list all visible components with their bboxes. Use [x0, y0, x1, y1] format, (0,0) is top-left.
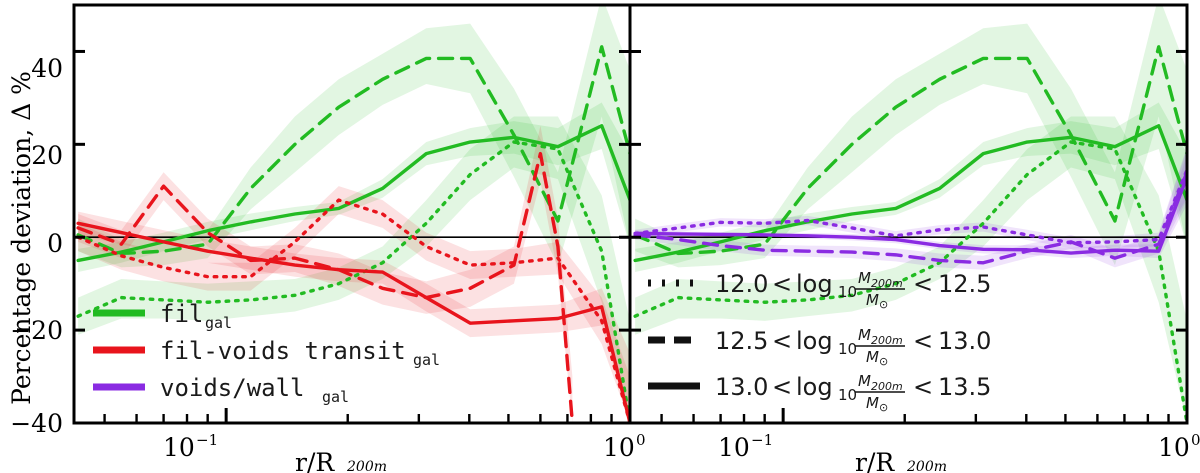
- svg-text:M: M: [858, 269, 871, 287]
- legend-sub-voids-wall-gal: gal: [322, 388, 349, 406]
- svg-text:12.0: 12.0: [715, 270, 768, 298]
- uncertainty-band: [78, 211, 630, 423]
- svg-text:13.0: 13.0: [715, 373, 768, 401]
- legend-label-fil-voids-transit-gal: fil-voids transit: [160, 337, 406, 365]
- svg-text:<: <: [913, 327, 933, 355]
- svg-text:<: <: [913, 373, 933, 401]
- svg-text:<: <: [913, 270, 933, 298]
- legend-sub-fil-gal: gal: [205, 314, 232, 332]
- uncertainty-band: [78, 125, 573, 423]
- right-panel: [631, 5, 1187, 423]
- svg-text:M: M: [866, 348, 879, 366]
- svg-text:log: log: [796, 270, 833, 298]
- uncertainty-band: [635, 5, 1187, 268]
- svg-text:r/R: r/R: [295, 448, 335, 473]
- uncertainty-band: [635, 146, 1187, 249]
- svg-text:10: 10: [838, 386, 857, 404]
- y-axis-label: Percentage deviation, Δ %: [7, 71, 36, 405]
- svg-text:10: 10: [838, 340, 857, 358]
- svg-text:M: M: [866, 394, 879, 412]
- legend-label-mass-bin-13.0-13.5: 13.0 < log 10 M 200m M ⊙ < 13.5: [715, 372, 991, 414]
- svg-text:13.5: 13.5: [938, 373, 991, 401]
- svg-text:200m: 200m: [871, 277, 903, 290]
- x-tick-right-1e-1: 10 −1: [718, 431, 773, 462]
- legend-label-voids-wall-gal: voids/wall: [160, 374, 305, 402]
- svg-text:M: M: [866, 291, 879, 309]
- left-panel: [74, 5, 630, 423]
- svg-text:⊙: ⊙: [879, 355, 888, 368]
- svg-text:0: 0: [1191, 431, 1200, 449]
- svg-text:10: 10: [163, 433, 195, 462]
- y-tick-20: 20: [31, 141, 63, 170]
- svg-text:log: log: [796, 373, 833, 401]
- series-line: [633, 140, 1187, 423]
- series-line: [76, 45, 630, 256]
- legend-left: fil gal fil-voids transit gal voids/wall…: [93, 300, 440, 406]
- svg-text:200m: 200m: [906, 459, 947, 473]
- x-tick-left-1e0: 10 0: [603, 431, 646, 462]
- svg-text:M: M: [858, 326, 871, 344]
- svg-text:<: <: [772, 373, 792, 401]
- x-tick-right-1e0: 10 0: [1158, 431, 1200, 462]
- svg-text:log: log: [796, 327, 833, 355]
- axes-frame: [72, 3, 1189, 425]
- legend-label-fil-gal: fil: [160, 300, 203, 328]
- legend-sub-fil-voids-transit-gal: gal: [413, 351, 440, 369]
- svg-text:0: 0: [636, 431, 646, 449]
- series-line: [633, 124, 1187, 263]
- uncertainty-band: [78, 5, 630, 268]
- y-tick-m20: −20: [10, 316, 63, 345]
- series-line: [633, 175, 1187, 255]
- series-line: [633, 45, 1187, 256]
- svg-text:12.5: 12.5: [715, 327, 768, 355]
- x-tick-left-1e-1: 10 −1: [163, 431, 218, 462]
- y-tick-m40: −40: [10, 409, 63, 438]
- x-axis-label-right: r/R 200m: [855, 448, 947, 473]
- svg-text:M: M: [858, 372, 871, 390]
- series-line: [76, 140, 630, 423]
- svg-text:200m: 200m: [346, 459, 387, 473]
- svg-text:<: <: [772, 327, 792, 355]
- svg-text:r/R: r/R: [855, 448, 895, 473]
- svg-text:12.5: 12.5: [938, 270, 991, 298]
- x-axis-label-left: r/R 200m: [295, 448, 387, 473]
- series-line: [76, 198, 630, 423]
- y-tick-0: 0: [47, 229, 63, 258]
- uncertainty-band: [635, 116, 1187, 423]
- uncertainty-band: [635, 148, 1187, 270]
- svg-text:−1: −1: [196, 431, 218, 449]
- svg-text:−1: −1: [751, 431, 773, 449]
- series-line: [76, 221, 630, 423]
- svg-text:<: <: [772, 270, 792, 298]
- series-line: [76, 124, 630, 263]
- series-line: [633, 168, 1187, 245]
- svg-text:⊙: ⊙: [879, 401, 888, 414]
- svg-text:10: 10: [838, 283, 857, 301]
- svg-text:10: 10: [718, 433, 750, 462]
- series-line: [76, 151, 575, 423]
- svg-text:200m: 200m: [871, 380, 903, 393]
- svg-text:⊙: ⊙: [879, 298, 888, 311]
- uncertainty-band: [635, 153, 1187, 259]
- y-tick-40: 40: [31, 54, 63, 83]
- series-line: [633, 170, 1187, 265]
- legend-label-mass-bin-12.0-12.5: 12.0 < log 10 M 200m M ⊙ < 12.5: [715, 269, 991, 311]
- svg-text:200m: 200m: [871, 334, 903, 347]
- svg-text:10: 10: [1158, 433, 1190, 462]
- svg-text:13.0: 13.0: [938, 327, 991, 355]
- legend-right: 12.0 < log 10 M 200m M ⊙ < 12.5 12.5 < l…: [648, 269, 991, 414]
- svg-text:10: 10: [603, 433, 635, 462]
- legend-label-mass-bin-12.5-13.0: 12.5 < log 10 M 200m M ⊙ < 13.0: [715, 326, 991, 368]
